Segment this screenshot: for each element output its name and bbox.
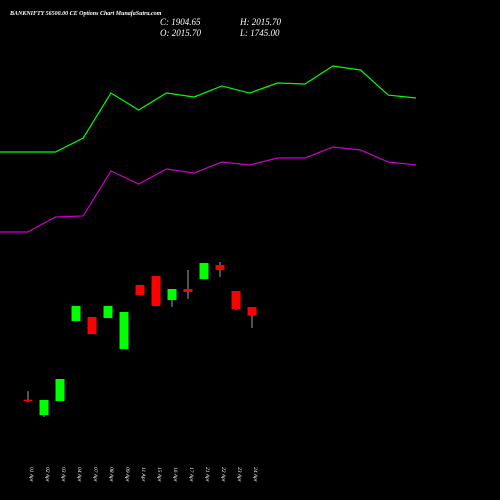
candle-body xyxy=(87,316,97,335)
candle-body xyxy=(135,284,145,296)
x-tick-label: 03 Apr xyxy=(60,467,66,483)
candle-body xyxy=(199,263,209,279)
x-tick-label: 07 Apr xyxy=(92,467,98,483)
candle-body xyxy=(71,305,81,322)
candle-body xyxy=(151,275,161,306)
chart-title: BANKNIFTY 56500.00 CE Options Chart Muna… xyxy=(9,11,162,17)
x-tick-label: 11 Apr xyxy=(140,467,146,482)
candle-body xyxy=(103,305,113,318)
x-tick-label: 22 Apr xyxy=(220,467,226,483)
x-tick-label: 21 Apr xyxy=(204,467,210,483)
candle-body xyxy=(167,288,177,300)
x-tick-label: 04 Apr xyxy=(76,467,83,483)
open-label: O: 2015.70 xyxy=(160,28,201,38)
candle-body xyxy=(55,378,65,402)
line-series xyxy=(0,146,417,233)
close-label: C: 1904.65 xyxy=(160,17,201,27)
x-tick-label: 02 Apr xyxy=(44,467,50,483)
candle-body xyxy=(39,400,49,416)
x-tick-label: 24 Apr xyxy=(252,467,259,483)
x-tick-label: 09 Apr xyxy=(124,467,130,483)
x-tick-label: 17 Apr xyxy=(188,467,194,483)
high-label: H: 2015.70 xyxy=(239,17,281,27)
x-tick-label: 01 Apr xyxy=(28,467,34,483)
candle-body xyxy=(231,291,241,309)
x-tick-label: 15 Apr xyxy=(156,467,162,483)
low-label: L: 1745.00 xyxy=(239,28,280,38)
candle-body xyxy=(119,312,129,349)
x-tick-label: 08 Apr xyxy=(108,467,114,483)
candle-body xyxy=(183,288,193,292)
x-tick-label: 16 Apr xyxy=(172,467,178,483)
candle-body xyxy=(247,307,257,316)
candle-body xyxy=(215,264,225,270)
x-tick-label: 23 Apr xyxy=(236,467,242,483)
line-series xyxy=(0,65,417,153)
candle-body xyxy=(23,399,33,402)
